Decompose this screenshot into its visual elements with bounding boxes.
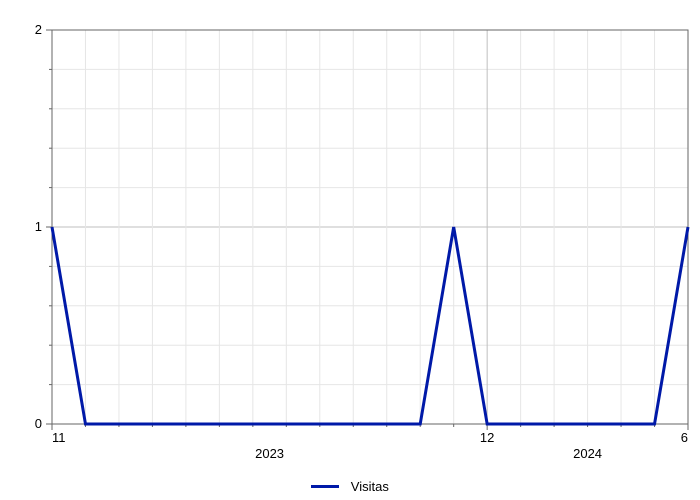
svg-text:0: 0 <box>35 416 42 431</box>
svg-text:2024: 2024 <box>573 446 602 461</box>
svg-text:12: 12 <box>480 430 494 445</box>
legend: Visitas <box>0 478 700 494</box>
legend-swatch <box>311 485 339 488</box>
svg-text:11: 11 <box>52 430 66 445</box>
svg-text:2: 2 <box>35 22 42 37</box>
svg-text:2023: 2023 <box>255 446 284 461</box>
visits-chart: 0121112620232024 <box>0 0 700 500</box>
svg-text:6: 6 <box>681 430 688 445</box>
svg-text:1: 1 <box>35 219 42 234</box>
legend-label: Visitas <box>351 479 389 494</box>
